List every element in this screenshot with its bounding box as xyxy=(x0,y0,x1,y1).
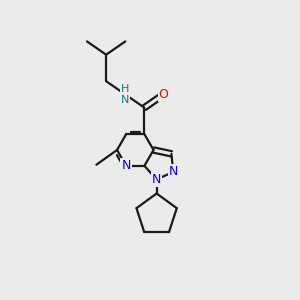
Text: N: N xyxy=(122,159,131,172)
Text: N: N xyxy=(152,173,161,186)
Text: O: O xyxy=(159,88,169,101)
Text: H
N: H N xyxy=(121,84,130,105)
Text: N: N xyxy=(169,166,178,178)
